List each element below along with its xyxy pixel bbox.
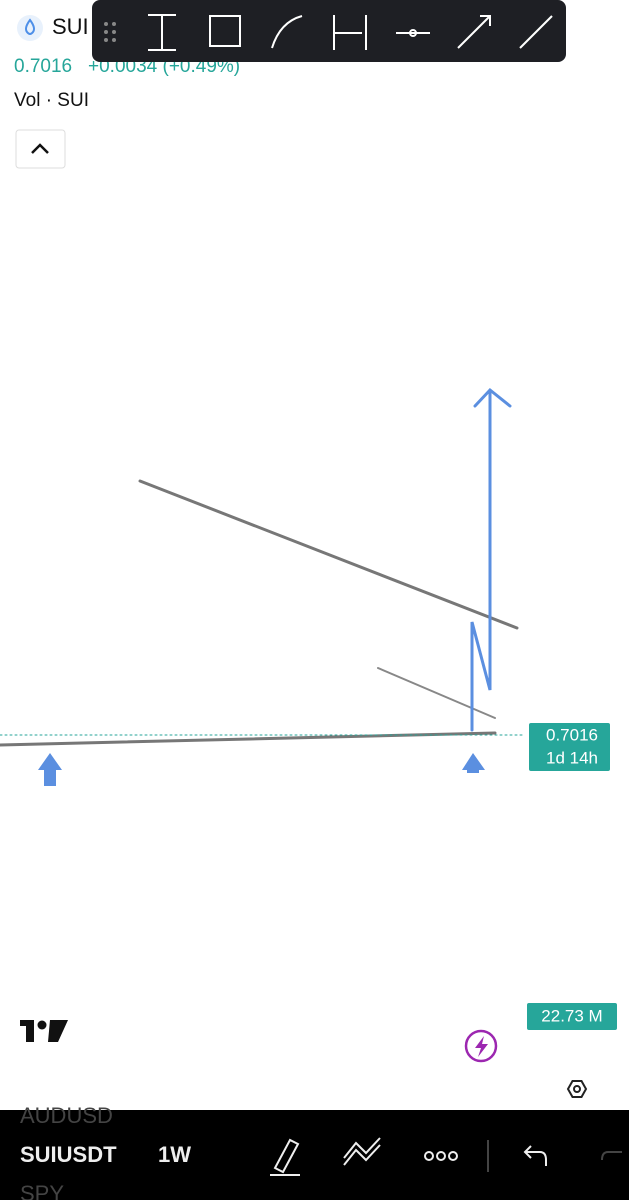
tool-date-range[interactable] [333,15,367,50]
settings-icon[interactable] [566,1080,588,1098]
tv-logo [20,1020,68,1042]
interval-button[interactable]: 1W [158,1142,191,1167]
volume-legend: Vol · SUI [14,90,89,111]
last-volume: 22.73 M [541,1006,602,1025]
marker-arrow [462,753,485,773]
marker-arrow [38,753,62,786]
tool-rectangle[interactable] [209,15,241,47]
last-volume-box [527,1003,617,1030]
drawings [0,387,526,786]
bottom-bar [0,1110,629,1200]
symbol-icon [17,15,43,41]
indicators-button[interactable] [343,1137,381,1166]
ghost-symbol: SPY [20,1181,64,1200]
tool-arrow[interactable] [457,15,491,49]
undo-button[interactable] [523,1145,547,1166]
tool-path[interactable] [271,15,303,49]
tool-horizontal-line[interactable] [396,29,430,37]
symbol: SUI [52,14,89,39]
countdown: 1d 14h [546,748,598,767]
chart-background [0,0,629,1110]
resistance-line [377,667,496,719]
tool-price-range[interactable] [148,14,176,51]
tool-trend-line[interactable] [519,15,553,49]
resistance-line [138,479,519,630]
collapse-button[interactable] [15,129,66,169]
draw-button[interactable] [270,1138,300,1176]
redo-button[interactable] [601,1151,622,1161]
last-price-box [529,723,610,771]
drawing-toolbar [92,0,566,62]
ghost-symbol: AUDUSD [20,1103,113,1128]
target-arrow [470,387,512,732]
last-price: 0.7016 [546,725,598,744]
boost-button[interactable] [464,1029,498,1063]
symbol-button[interactable]: SUIUSDT [20,1142,117,1167]
more-button[interactable] [424,1151,458,1161]
last-price-header: 0.7016 [14,56,72,77]
